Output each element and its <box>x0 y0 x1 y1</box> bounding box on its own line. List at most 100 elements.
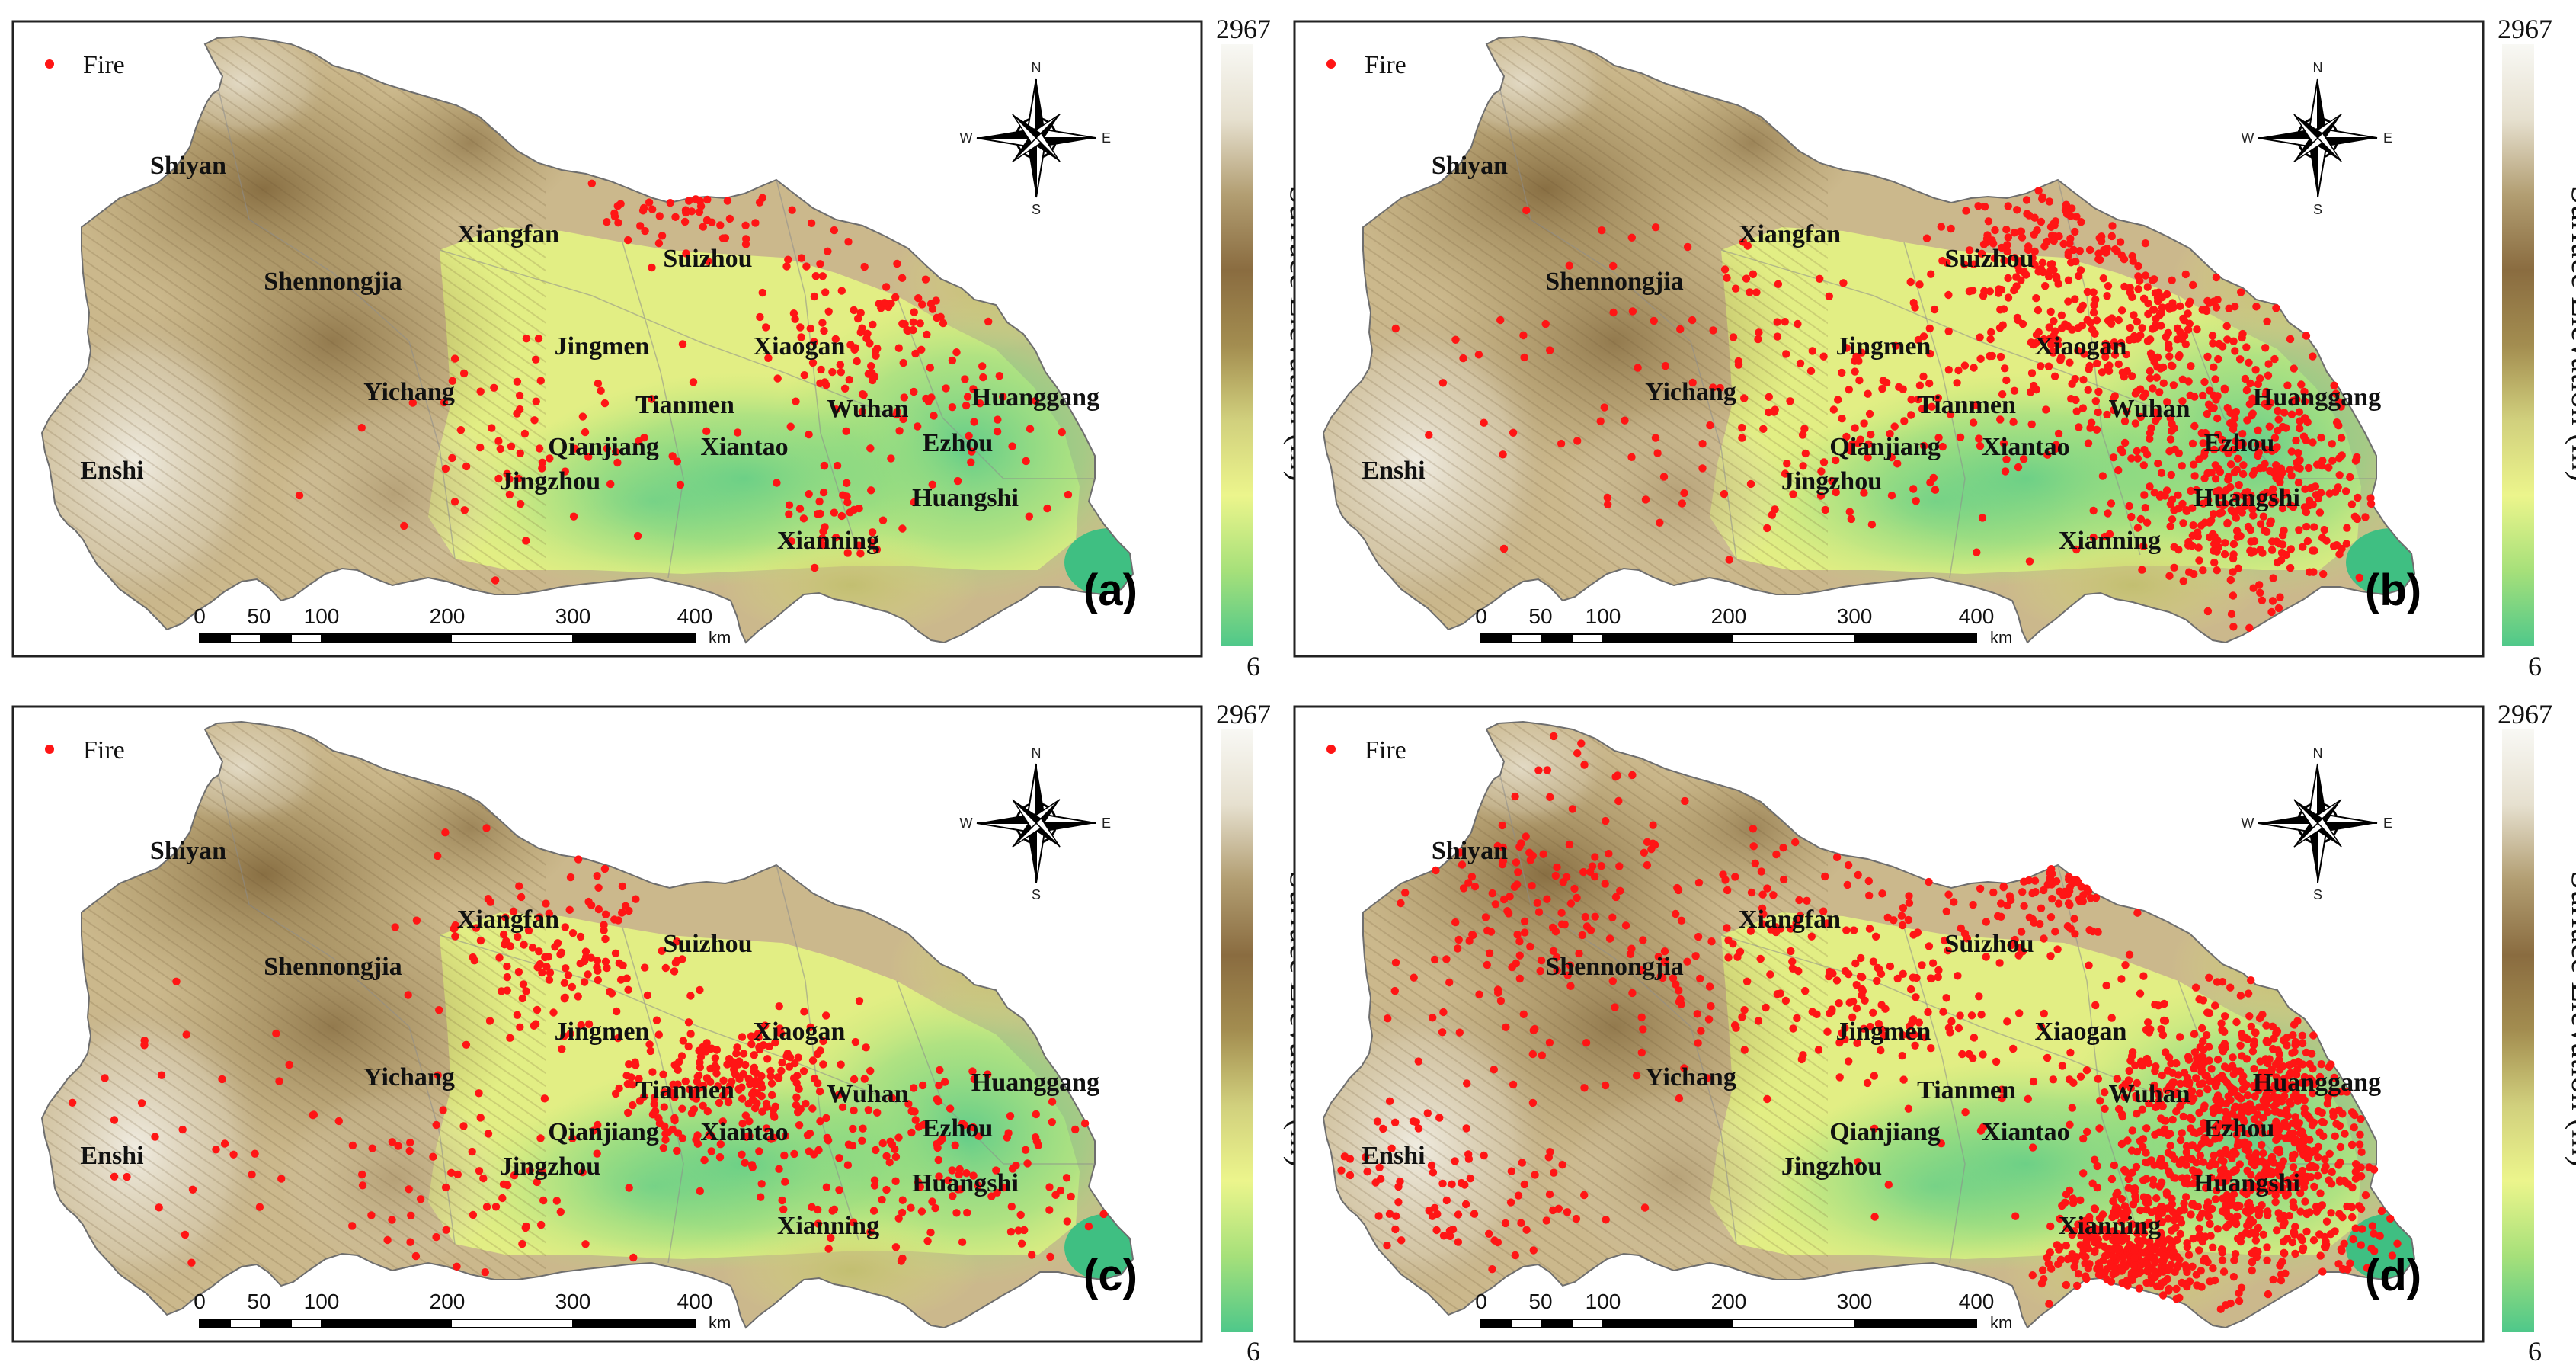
fire-point <box>391 923 399 931</box>
fire-point <box>522 335 531 343</box>
scale-unit-label: km <box>709 628 731 647</box>
city-label-xiantao: Xiantao <box>1982 1118 2069 1146</box>
fire-point <box>2167 1082 2176 1091</box>
fire-point <box>2140 491 2149 499</box>
fire-point <box>1740 1006 1749 1014</box>
fire-point <box>2222 1210 2231 1218</box>
scale-unit-label: km <box>709 1313 731 1332</box>
fire-point <box>862 1043 870 1052</box>
fire-point <box>1763 884 1771 893</box>
fire-point <box>766 1066 775 1075</box>
district-boundary <box>896 980 1095 1165</box>
fire-point <box>2212 487 2220 496</box>
fire-point <box>1566 961 1574 969</box>
city-label-huangshi: Huangshi <box>912 484 1019 512</box>
fire-point <box>2072 396 2080 405</box>
fire-point <box>1579 867 1588 876</box>
fire-point <box>2244 989 2253 998</box>
fire-point <box>2093 1162 2101 1171</box>
fire-point <box>2085 361 2094 370</box>
fire-point <box>897 1257 906 1265</box>
fire-point <box>1742 977 1752 985</box>
fire-point <box>1563 1208 1572 1216</box>
fire-point <box>2092 316 2101 325</box>
fire-point <box>2370 1229 2378 1238</box>
fire-point <box>1871 932 1880 941</box>
fire-point <box>2300 1183 2309 1191</box>
fire-point <box>1608 913 1617 921</box>
legend-fire-label: Fire <box>83 736 125 764</box>
fire-point <box>1640 848 1648 857</box>
fire-point <box>917 345 926 354</box>
fire-point <box>1513 931 1522 939</box>
fire-point <box>2138 566 2146 574</box>
fire-point <box>1414 1124 1423 1133</box>
fire-point <box>648 205 657 213</box>
fire-point <box>2287 410 2296 418</box>
fire-point <box>2125 1066 2133 1075</box>
fire-point <box>1611 893 1621 902</box>
fire-point <box>2109 1252 2117 1261</box>
fire-point <box>2314 1153 2322 1162</box>
fire-point <box>2342 540 2350 548</box>
fire-point <box>2309 500 2317 509</box>
fire-point <box>707 1147 715 1155</box>
fire-point <box>2176 1215 2184 1223</box>
fire-point <box>909 325 917 335</box>
fire-point <box>850 1075 859 1084</box>
fire-point <box>2024 245 2033 255</box>
fire-point <box>1470 883 1480 891</box>
fire-point <box>968 1067 977 1075</box>
fire-point <box>1906 1031 1914 1040</box>
fire-point <box>1851 367 1859 376</box>
fire-point <box>2296 424 2304 433</box>
fire-point <box>530 416 539 425</box>
fire-point <box>1921 1033 1929 1041</box>
fire-point <box>648 1068 657 1076</box>
fire-point <box>2320 526 2328 534</box>
fire-point <box>938 1134 947 1143</box>
fire-point <box>1531 1171 1539 1179</box>
fire-point <box>2114 1229 2122 1239</box>
fire-point <box>2248 1106 2257 1114</box>
fire-point <box>1560 920 1569 929</box>
fire-point <box>2126 1084 2135 1092</box>
fire-point <box>1869 1008 1877 1017</box>
city-label-jingmen: Jingmen <box>555 332 650 361</box>
fire-point <box>2235 1289 2243 1297</box>
fire-point <box>2032 294 2040 303</box>
fire-point <box>2263 1243 2271 1251</box>
fire-point <box>1762 1003 1770 1012</box>
fire-point <box>2230 468 2239 476</box>
fire-point <box>2004 233 2012 242</box>
fire-point <box>2046 1222 2055 1231</box>
fire-point <box>1847 514 1855 524</box>
fire-point <box>2204 1043 2213 1051</box>
fire-point <box>866 1228 875 1236</box>
fire-point <box>2120 373 2129 381</box>
fire-point <box>1749 825 1758 833</box>
fire-point <box>2283 1123 2292 1131</box>
fire-point <box>2275 1183 2283 1191</box>
fire-point <box>843 1161 853 1169</box>
fire-point <box>914 294 923 303</box>
fire-point <box>2280 409 2289 417</box>
fire-point <box>764 354 773 362</box>
fire-point <box>2111 1203 2120 1212</box>
fire-point <box>1911 1041 1919 1050</box>
compass-s-label: S <box>1032 887 1041 902</box>
fire-point <box>1514 1191 1523 1200</box>
fire-point <box>805 1147 814 1155</box>
fire-point <box>2254 1120 2264 1129</box>
fire-point <box>2152 1282 2162 1290</box>
fire-point <box>1832 853 1842 861</box>
fire-point <box>539 1196 548 1205</box>
fire-point <box>819 488 828 497</box>
fire-point <box>2001 467 2010 476</box>
fire-point <box>1511 1251 1519 1260</box>
city-label-shiyan: Shiyan <box>1432 152 1508 180</box>
fire-point <box>1848 1013 1857 1021</box>
fire-point <box>1845 1057 1853 1066</box>
fire-point <box>2117 1218 2126 1226</box>
